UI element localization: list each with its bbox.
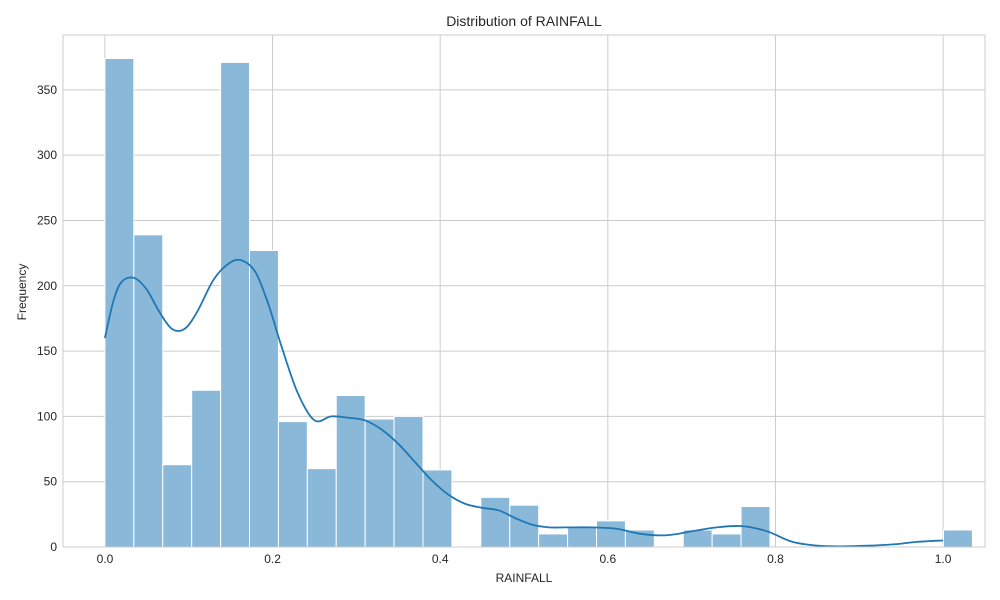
- y-tick-labels: 0 50 100 150 200 250 300 350: [37, 83, 57, 554]
- grid-layer: [63, 35, 985, 548]
- histogram-bar: [162, 464, 193, 548]
- x-tick-label: 0.8: [767, 552, 784, 566]
- plot-frame: [62, 34, 986, 548]
- x-tick-label: 0.0: [97, 552, 114, 566]
- histogram-bar: [220, 61, 250, 548]
- histogram-bar: [596, 520, 626, 548]
- histogram-bar: [624, 529, 655, 548]
- y-tick-label: 100: [37, 409, 57, 423]
- x-tick-labels: 0.0 0.2 0.4 0.6 0.8 1.0: [97, 552, 952, 566]
- y-tick-label: 0: [50, 540, 57, 554]
- histogram-bar: [277, 421, 308, 548]
- histogram-bar: [248, 250, 279, 548]
- y-axis-label: Frequency: [15, 264, 29, 321]
- histogram-bar: [191, 389, 222, 548]
- x-tick-label: 0.4: [432, 552, 449, 566]
- x-tick-label: 0.6: [599, 552, 616, 566]
- histogram-bar: [480, 496, 511, 548]
- x-tick-label: 1.0: [935, 552, 952, 566]
- y-tick-label: 350: [37, 83, 57, 97]
- y-tick-label: 250: [37, 213, 57, 227]
- histogram-bar: [422, 469, 453, 548]
- histogram-bar: [567, 525, 598, 548]
- histogram-bar: [943, 529, 973, 548]
- histogram-bar: [711, 533, 742, 548]
- bars-layer: [104, 58, 973, 548]
- y-tick-label: 300: [37, 148, 57, 162]
- histogram-bar: [133, 234, 164, 548]
- kde-curve: [104, 258, 944, 548]
- histogram-bar: [306, 468, 337, 548]
- x-tick-label: 0.2: [264, 552, 281, 566]
- histogram-bar: [538, 533, 569, 548]
- histogram-bar: [104, 58, 135, 548]
- histogram-bar: [393, 415, 424, 548]
- chart-title: Distribution of RAINFALL: [446, 13, 602, 29]
- kde-layer: [104, 258, 944, 548]
- y-tick-label: 150: [37, 344, 57, 358]
- y-tick-label: 200: [37, 279, 57, 293]
- x-axis-label: RAINFALL: [496, 571, 553, 585]
- histogram-bar: [364, 418, 395, 548]
- y-tick-label: 50: [44, 475, 58, 489]
